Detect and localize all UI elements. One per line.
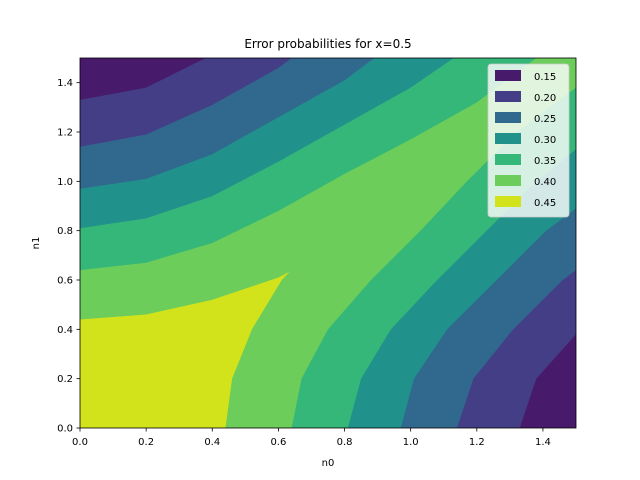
y-tick-label: 1.4	[57, 78, 73, 89]
legend-swatch	[495, 196, 521, 207]
x-axis-label: n0	[322, 458, 335, 469]
y-tick-label: 0.0	[57, 424, 73, 435]
y-tick-label: 0.8	[57, 226, 73, 237]
x-axis: 0.0 0.2 0.4 0.6 0.8 1.0 1.2 1.4	[72, 428, 551, 448]
plot-frame	[79, 57, 577, 429]
band-upper-left-0.15	[80, 58, 206, 100]
legend-swatch	[495, 70, 521, 81]
y-tick-label: 0.2	[57, 374, 73, 385]
legend-label: 0.40	[534, 177, 556, 188]
x-tick-label: 0.6	[270, 437, 286, 448]
y-tick-label: 1.0	[57, 177, 73, 188]
legend-swatch	[495, 154, 521, 165]
band-lower-right-0.15	[519, 334, 576, 428]
y-tick-label: 0.6	[57, 276, 73, 287]
y-axis: 0.0 0.2 0.4 0.6 0.8 1.0 1.2 1.4	[57, 78, 80, 435]
x-tick-label: 1.0	[403, 437, 419, 448]
y-axis-label: n1	[31, 237, 42, 250]
x-tick-label: 0.2	[138, 437, 154, 448]
legend-label: 0.25	[534, 114, 556, 125]
legend-label: 0.45	[534, 198, 556, 209]
legend-label: 0.30	[534, 135, 556, 146]
x-tick-label: 0.4	[204, 437, 220, 448]
y-tick-label: 1.2	[57, 128, 73, 139]
x-tick-label: 0.8	[337, 437, 353, 448]
legend-swatch	[495, 91, 521, 102]
legend-label: 0.20	[534, 93, 556, 104]
x-tick-label: 1.2	[469, 437, 485, 448]
x-tick-label: 1.4	[535, 437, 551, 448]
legend: 0.15 0.20 0.25 0.30 0.35 0.40 0.45	[487, 63, 570, 218]
legend-label: 0.15	[534, 72, 556, 83]
legend-label: 0.35	[534, 156, 556, 167]
legend-swatch	[495, 112, 521, 123]
x-tick-label: 0.0	[72, 437, 88, 448]
chart-title: Error probabilities for x=0.5	[244, 37, 411, 51]
legend-swatch	[495, 133, 521, 144]
y-tick-label: 0.4	[57, 325, 73, 336]
legend-swatch	[495, 175, 521, 186]
